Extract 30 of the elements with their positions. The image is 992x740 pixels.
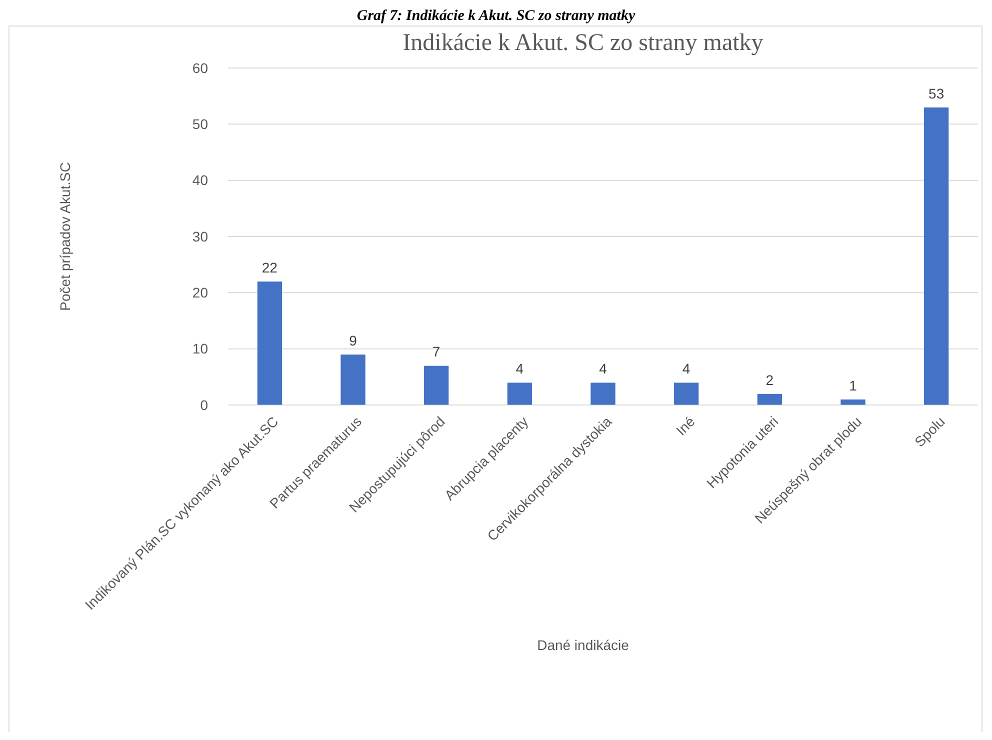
bar — [340, 354, 366, 406]
bar — [257, 281, 282, 406]
bar — [924, 107, 949, 406]
bar — [840, 399, 866, 406]
chart-title: Indikácie k Akut. SC zo strany matky — [402, 30, 764, 56]
bar — [674, 382, 699, 406]
data-label: 7 — [432, 344, 440, 360]
y-tick-label: 60 — [192, 60, 208, 76]
data-label: 9 — [349, 332, 358, 348]
bar — [590, 382, 616, 406]
data-label: 22 — [262, 259, 278, 276]
bar — [507, 382, 532, 406]
data-label: 4 — [516, 360, 524, 377]
y-tick-label: 30 — [192, 228, 208, 244]
data-label: 53 — [928, 85, 944, 102]
y-tick-label: 0 — [200, 396, 208, 413]
x-axis-title: Dané indikácie — [537, 637, 630, 653]
y-axis-title: Počet prípadov Akut.SC — [57, 162, 73, 311]
bar — [424, 366, 449, 406]
x-tick-label: Iné — [672, 413, 698, 438]
y-tick-label: 10 — [192, 340, 208, 357]
text: Graf 7: Indikácie k Akut. SC zo strany matky — [356, 8, 636, 24]
data-label: 4 — [599, 360, 608, 377]
y-tick-label: 50 — [192, 116, 208, 132]
y-tick-label: 40 — [192, 172, 208, 188]
bar — [757, 394, 782, 406]
y-tick-label: 20 — [192, 284, 208, 301]
data-label: 4 — [682, 360, 690, 377]
data-label: 2 — [766, 372, 774, 388]
data-label: 1 — [849, 377, 858, 394]
